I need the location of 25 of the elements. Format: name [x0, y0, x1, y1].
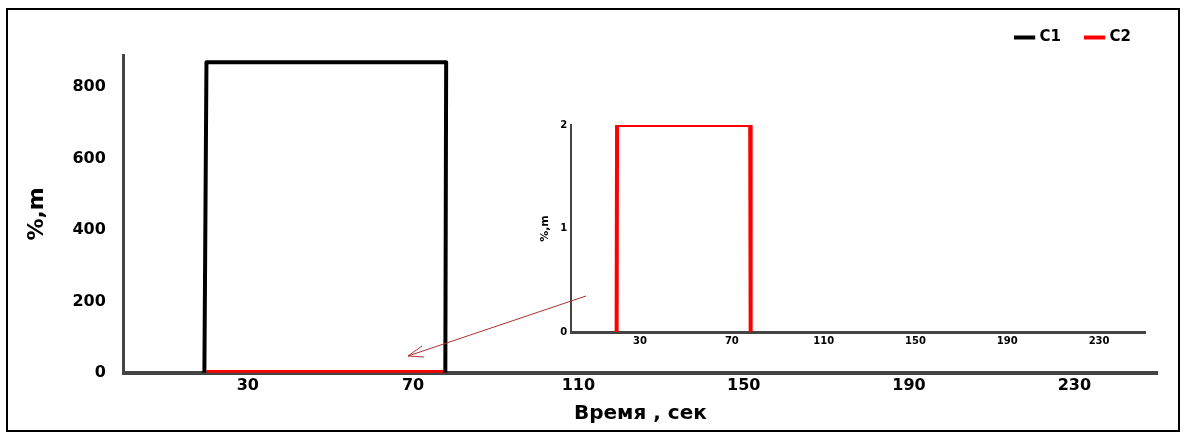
legend-label: C2 — [1109, 27, 1132, 46]
x-axis-title: Время , сек — [573, 400, 708, 425]
y-axis-title: %,m — [22, 187, 48, 241]
legend-label: C1 — [1039, 27, 1062, 46]
y-tick-label: 0 — [560, 325, 568, 337]
x-tick-label: 70 — [401, 374, 425, 394]
x-tick-label: 230 — [1088, 334, 1110, 346]
y-tick-label: 400 — [72, 219, 106, 239]
x-tick-label: 30 — [236, 374, 259, 394]
y-tick-label: 600 — [72, 147, 106, 167]
y-tick-label: 200 — [72, 290, 106, 310]
x-tick-label: 70 — [724, 334, 739, 346]
x-tick-label: 150 — [727, 374, 761, 394]
x-tick-label: 230 — [1057, 374, 1092, 394]
x-tick-label: 30 — [633, 334, 648, 346]
y-tick-label: 2 — [560, 118, 568, 130]
y-tick-label: 0 — [94, 361, 106, 381]
x-tick-label: 110 — [561, 374, 596, 394]
y-axis-title: %,m — [538, 215, 552, 242]
y-tick-label: 800 — [72, 76, 106, 96]
x-tick-label: 110 — [813, 334, 835, 346]
x-tick-label: 190 — [996, 334, 1018, 346]
x-tick-label: 150 — [905, 334, 926, 346]
x-tick-label: 190 — [892, 374, 926, 394]
y-tick-label: 1 — [560, 222, 568, 234]
